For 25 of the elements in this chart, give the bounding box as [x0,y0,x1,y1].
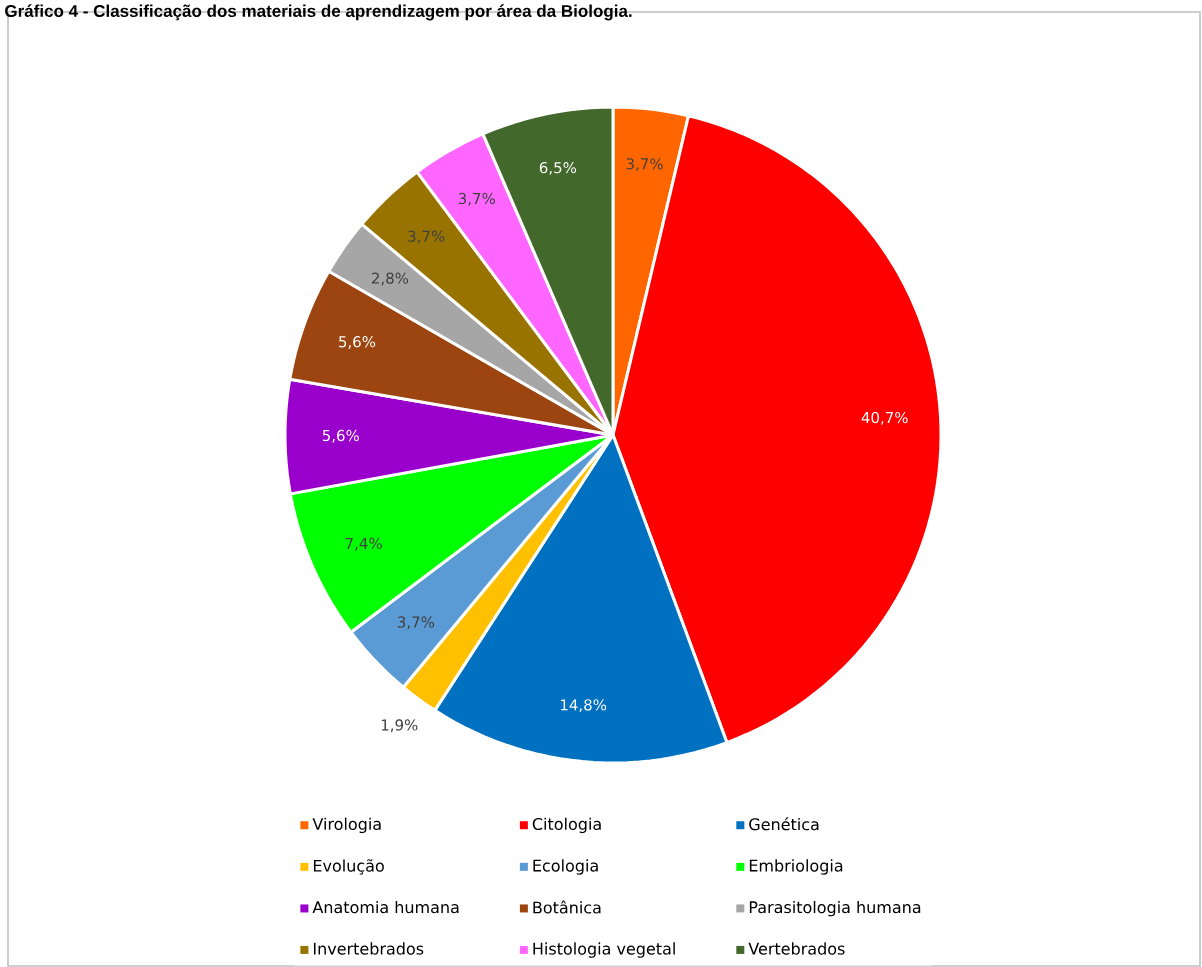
legend-label: Anatomia humana [312,900,459,914]
data-label: 5,6% [339,336,376,349]
data-label: 3,7% [408,230,445,244]
data-label: 14,8% [561,699,607,713]
legend-label: Histologia vegetal [533,942,675,958]
legend-label: Vertebrados [748,942,845,955]
legend-label: Invertebrados [313,942,424,955]
data-label: 7,4% [345,537,382,551]
legend-label: Virologia [312,817,381,834]
data-label: 3,7% [626,158,663,172]
data-label: 6,5% [539,161,577,175]
data-label: 40,7% [861,411,908,425]
legend-label: Evolução [313,859,384,875]
data-label: 2,8% [371,272,409,286]
data-label: 3,7% [458,192,495,206]
legend-label: Embriologia [749,859,843,875]
data-label: 1,9% [381,719,418,733]
data-label: 3,7% [397,616,435,630]
legend-label: Citologia [532,817,601,834]
legend-label: Botânica [533,900,601,914]
data-label: 5,6% [322,429,359,443]
legend-label: Genética [749,817,819,831]
legend-label: Parasitologia humana [749,900,921,917]
chart-title: Gráfico 4 - Classificação dos materiais de aprendizagem por área da Biologia. [5,4,632,21]
legend-label: Ecologia [533,859,598,875]
